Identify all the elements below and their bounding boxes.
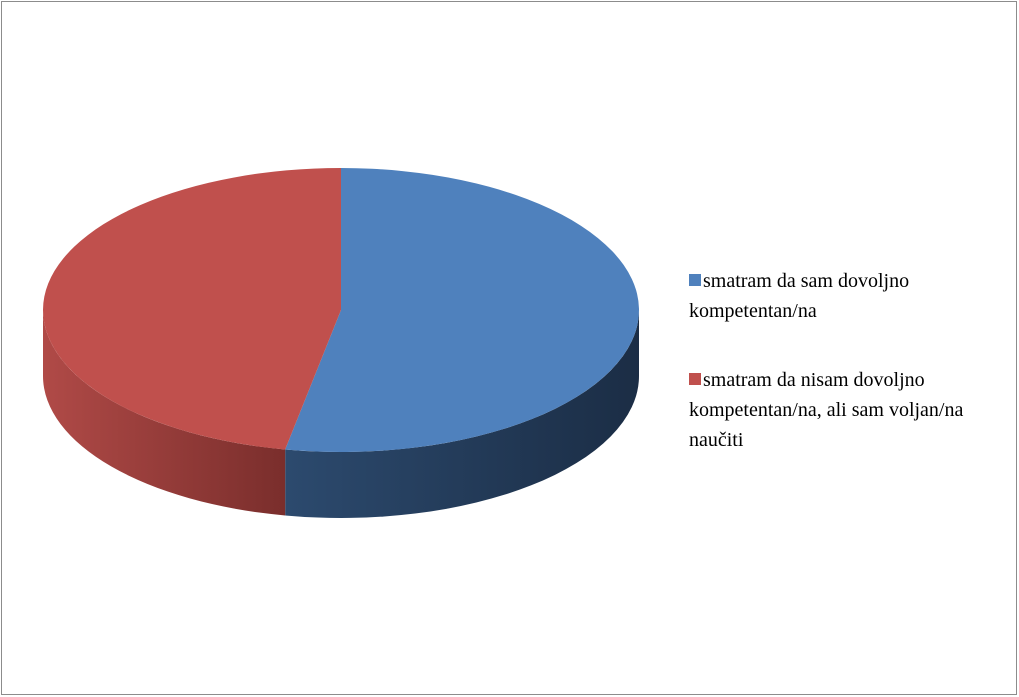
legend: smatram da sam dovoljno kompetentan/na sm… xyxy=(689,266,1011,494)
legend-label: smatram da nisam dovoljno kompetentan/na… xyxy=(689,369,964,451)
slice xyxy=(42,168,341,450)
legend-label: smatram da sam dovoljno kompetentan/na xyxy=(689,270,910,322)
legend-entry: smatram da sam dovoljno kompetentan/na xyxy=(689,266,1011,326)
slice-side xyxy=(285,310,639,518)
slice xyxy=(285,168,639,452)
slice-side xyxy=(43,310,286,516)
legend-entry: smatram da nisam dovoljno kompetentan/na… xyxy=(689,365,1011,455)
legend-swatch xyxy=(689,274,701,286)
legend-swatch xyxy=(689,373,701,385)
